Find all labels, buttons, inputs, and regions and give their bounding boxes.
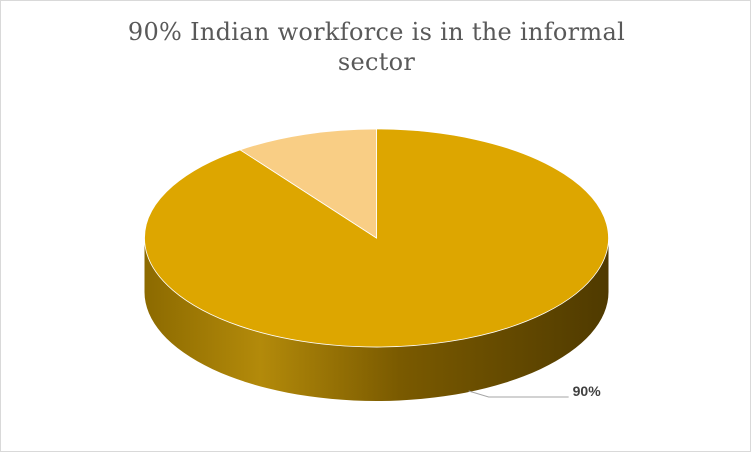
- pie-side-walls: [144, 238, 609, 401]
- pie-data-labels: 90%: [468, 383, 602, 399]
- pie-slice-1: [239, 128, 377, 239]
- pie-slices: [144, 128, 609, 348]
- chart-title: 90% Indian workforce is in the informal …: [127, 18, 626, 76]
- pie-slice-side-0: [144, 238, 609, 401]
- data-label-0: 90%: [573, 383, 602, 399]
- data-label-leader-line: [468, 390, 569, 398]
